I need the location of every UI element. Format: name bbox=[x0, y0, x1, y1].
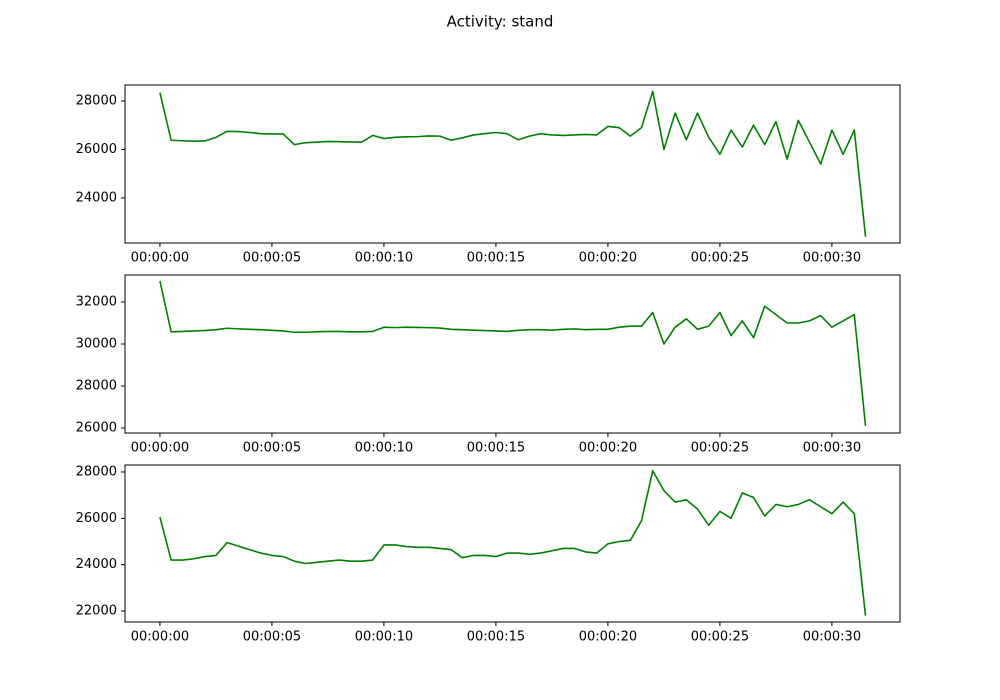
x-tick-label: 00:00:30 bbox=[803, 441, 861, 456]
x-tick-label: 00:00:05 bbox=[243, 630, 301, 645]
y-tick-label: 28000 bbox=[76, 379, 117, 394]
x-tick-label: 00:00:15 bbox=[467, 441, 525, 456]
y-tick-label: 26000 bbox=[76, 511, 117, 526]
x-tick-label: 00:00:00 bbox=[131, 441, 189, 456]
x-tick-label: 00:00:25 bbox=[691, 441, 749, 456]
y-tick-label: 24000 bbox=[76, 190, 117, 205]
x-tick-label: 00:00:20 bbox=[579, 630, 637, 645]
x-tick-label: 00:00:05 bbox=[243, 251, 301, 266]
y-tick-label: 26000 bbox=[76, 142, 117, 157]
x-tick-label: 00:00:30 bbox=[803, 251, 861, 266]
subplot: 24000 26000 28000 00:00:00 00:00:05 00:00:10 0… bbox=[76, 84, 901, 266]
y-tick-label: 26000 bbox=[76, 421, 117, 436]
y-tick-label: 22000 bbox=[76, 603, 117, 618]
series-line bbox=[159, 90, 867, 237]
subplot: 26000 28000 30000 32000 00:00:00 00:00:05 00:0… bbox=[76, 274, 901, 456]
y-tick-label: 32000 bbox=[76, 295, 117, 310]
x-tick-label: 00:00:10 bbox=[355, 441, 413, 456]
x-tick-label: 00:00:10 bbox=[355, 630, 413, 645]
x-tick-label: 00:00:15 bbox=[467, 630, 525, 645]
x-tick-label: 00:00:20 bbox=[579, 251, 637, 266]
y-tick-label: 28000 bbox=[76, 93, 117, 108]
x-tick-label: 00:00:30 bbox=[803, 630, 861, 645]
axes-frame bbox=[124, 464, 901, 623]
x-tick-label: 00:00:00 bbox=[131, 251, 189, 266]
series-line bbox=[159, 280, 867, 426]
x-tick-label: 00:00:10 bbox=[355, 251, 413, 266]
y-tick-label: 30000 bbox=[76, 337, 117, 352]
figure-title: Activity: stand bbox=[447, 13, 554, 31]
x-tick-label: 00:00:15 bbox=[467, 251, 525, 266]
x-tick-label: 00:00:25 bbox=[691, 630, 749, 645]
x-tick-label: 00:00:25 bbox=[691, 251, 749, 266]
x-tick-label: 00:00:00 bbox=[131, 630, 189, 645]
axes-frame bbox=[124, 274, 901, 434]
subplot: 22000 24000 26000 28000 00:00:00 00:00:05 00:0… bbox=[76, 464, 901, 645]
axes-frame bbox=[124, 84, 901, 244]
y-tick-label: 24000 bbox=[76, 557, 117, 572]
x-tick-label: 00:00:20 bbox=[579, 441, 637, 456]
series-line bbox=[159, 470, 867, 616]
y-tick-label: 28000 bbox=[76, 464, 117, 479]
x-tick-label: 00:00:05 bbox=[243, 441, 301, 456]
